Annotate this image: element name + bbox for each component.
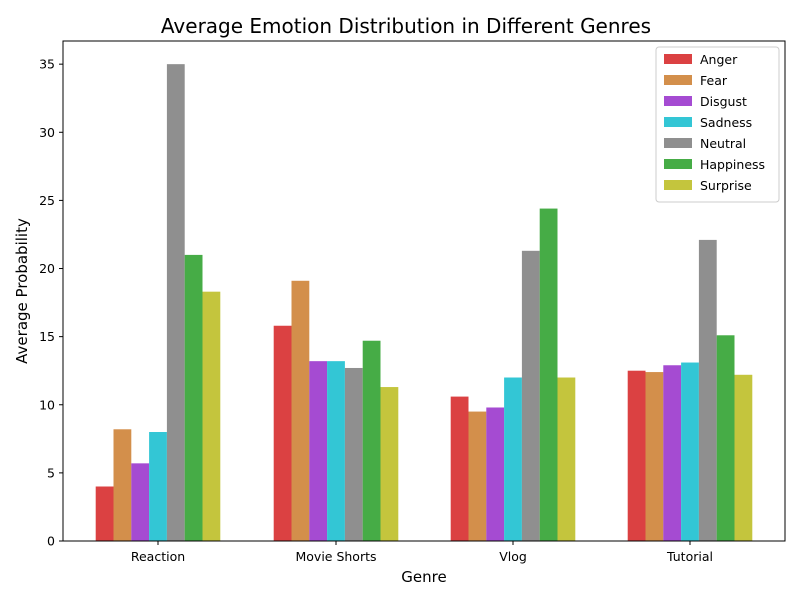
bar-neutral-movie-shorts [344,367,363,541]
y-tick-label: 20 [39,261,55,276]
bar-surprise-movie-shorts [380,387,399,541]
x-tick-label: Movie Shorts [295,549,376,564]
bar-neutral-tutorial [698,239,717,541]
bar-disgust-movie-shorts [309,361,328,541]
bar-sadness-reaction [149,432,167,541]
y-tick-label: 10 [39,397,55,412]
y-tick-label: 35 [39,57,55,72]
legend-label-neutral: Neutral [700,136,746,151]
chart-title: Average Emotion Distribution in Differen… [161,14,651,38]
y-tick-label: 25 [39,193,55,208]
bar-happiness-tutorial [716,335,735,541]
x-axis-label: Genre [401,568,446,586]
y-tick-label: 5 [47,465,55,480]
legend-label-anger: Anger [700,52,738,67]
bar-fear-movie-shorts [291,280,310,541]
bar-sadness-vlog [504,377,522,541]
y-axis-label: Average Probability [13,218,31,364]
legend-swatch-neutral [664,138,692,148]
bar-happiness-movie-shorts [362,340,381,541]
bar-surprise-reaction [202,291,221,541]
bar-happiness-reaction [184,254,203,541]
bar-disgust-vlog [486,407,505,541]
bar-neutral-reaction [166,64,185,541]
x-tick-label: Reaction [131,549,185,564]
bar-sadness-movie-shorts [327,361,345,541]
bar-surprise-tutorial [734,374,753,541]
legend: Anger Fear Disgust Sadness Neutral Happiness S… [655,46,780,203]
bar-anger-tutorial [627,370,646,541]
bar-fear-vlog [468,411,487,541]
plot-frame [62,40,786,542]
legend-swatch-surprise [664,180,692,190]
bar-anger-vlog [450,396,469,541]
legend-swatch-happiness [664,159,692,169]
legend-swatch-fear [664,75,692,85]
y-tick-label: 0 [47,534,55,549]
bar-neutral-vlog [521,250,540,541]
y-tick-label: 15 [39,329,55,344]
bar-disgust-tutorial [663,365,682,541]
legend-swatch-anger [664,54,692,64]
legend-swatch-disgust [664,96,692,106]
legend-label-sadness: Sadness [700,115,752,130]
x-tick-label: Tutorial [666,549,713,564]
bar-fear-tutorial [645,372,664,541]
bar-fear-reaction [113,429,132,541]
axes: 0 5 10 15 20 25 30 35 Reaction Movie Shorts Vlog Tu… [39,40,786,564]
bar-anger-reaction [95,486,114,541]
legend-swatch-sadness [664,117,692,127]
legend-label-disgust: Disgust [700,94,747,109]
legend-label-surprise: Surprise [700,178,752,193]
bar-anger-movie-shorts [273,325,292,541]
bar-sadness-tutorial [681,362,699,541]
bar-happiness-vlog [539,208,558,541]
plot-area [95,64,753,541]
bar-disgust-reaction [131,463,150,541]
legend-label-happiness: Happiness [700,157,765,172]
x-tick-label: Vlog [499,549,527,564]
legend-label-fear: Fear [700,73,728,88]
y-tick-label: 30 [39,125,55,140]
bar-surprise-vlog [557,377,576,541]
